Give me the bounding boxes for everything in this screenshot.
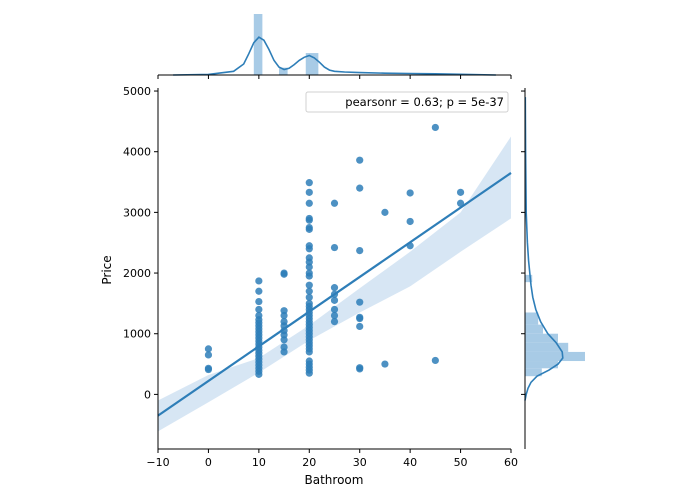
- scatter-point: [381, 360, 389, 368]
- right-histogram-bar: [525, 361, 558, 369]
- scatter-point: [330, 296, 339, 304]
- scatter-point: [305, 225, 313, 233]
- y-tick-label: 0: [144, 388, 151, 401]
- y-tick-label: 1000: [123, 328, 151, 341]
- scatter-point: [305, 287, 313, 295]
- scatter-point: [356, 314, 364, 323]
- confidence-band: [158, 136, 511, 432]
- confidence-band-layer: [158, 136, 511, 432]
- scatter-point: [330, 305, 339, 314]
- right-histogram-bar: [525, 368, 542, 377]
- scatter-point: [305, 348, 313, 356]
- x-tick-label: 50: [454, 456, 468, 469]
- y-tick-label: 3000: [123, 206, 151, 219]
- x-tick-label: −10: [146, 456, 169, 469]
- scatter-point: [305, 245, 313, 253]
- stats-legend-text: pearsonr = 0.63; p = 5e-37: [345, 95, 504, 109]
- scatter-point: [456, 199, 465, 207]
- axes-layer: −10 0 10 20 30 40 50 60 0 1000 2000 3000 4000 5000: [123, 74, 526, 469]
- scatter-point: [305, 199, 313, 207]
- scatter-point: [305, 369, 313, 377]
- scatter-point: [305, 272, 313, 280]
- right-histogram-bar: [525, 312, 539, 325]
- scatter-point: [330, 311, 339, 320]
- x-tick-label: 10: [252, 456, 266, 469]
- scatter-point: [204, 365, 213, 374]
- scatter-points-layer: [204, 123, 465, 378]
- top-kde-curve: [173, 36, 496, 76]
- x-tick-label: 30: [353, 456, 367, 469]
- top-histogram-bar: [279, 67, 288, 75]
- scatter-point: [431, 356, 439, 365]
- scatter-point: [356, 184, 364, 192]
- right-marginal-layer: [524, 97, 585, 401]
- y-tick-label: 2000: [123, 267, 151, 280]
- scatter-point: [431, 123, 439, 132]
- x-axis-label: Bathroom: [305, 473, 364, 487]
- x-tick-label: 40: [403, 456, 417, 469]
- stats-legend-box: [305, 91, 509, 113]
- scatter-point: [406, 189, 414, 197]
- scatter-point: [330, 199, 339, 207]
- right-histogram-bar: [525, 274, 533, 283]
- scatter-point: [305, 263, 313, 271]
- scatter-point: [330, 284, 339, 292]
- scatter-point: [406, 242, 414, 250]
- top-marginal-layer: [173, 14, 496, 76]
- scatter-point: [305, 216, 313, 224]
- scatter-point: [204, 351, 213, 359]
- scatter-point: [255, 370, 263, 378]
- scatter-point: [356, 247, 364, 255]
- x-tick-label: 0: [205, 456, 212, 469]
- scatter-point: [406, 217, 414, 226]
- scatter-point: [330, 243, 339, 252]
- scatter-point: [280, 311, 288, 320]
- y-tick-label: 5000: [123, 85, 151, 98]
- y-tick-label: 4000: [123, 146, 151, 159]
- scatter-point: [305, 188, 313, 196]
- scatter-point: [255, 287, 263, 295]
- scatter-point: [255, 305, 263, 314]
- x-tick-label: 60: [504, 456, 518, 469]
- right-histogram-bar: [525, 324, 543, 334]
- scatter-point: [255, 297, 263, 306]
- scatter-point: [456, 188, 465, 196]
- scatter-point: [280, 336, 288, 344]
- scatter-point: [280, 348, 288, 356]
- scatter-point: [305, 293, 313, 301]
- right-kde-curve: [524, 97, 564, 401]
- scatter-point: [356, 156, 364, 164]
- top-histogram-bar: [253, 14, 263, 75]
- scatter-point: [330, 290, 339, 298]
- y-axis-label: Price: [100, 255, 114, 284]
- scatter-point: [204, 345, 213, 353]
- stats-legend: pearsonr = 0.63; p = 5e-37: [305, 91, 509, 113]
- scatter-point: [356, 298, 364, 306]
- scatter-point: [305, 179, 313, 187]
- x-tick-label: 20: [302, 456, 316, 469]
- right-histogram-bar: [525, 342, 569, 352]
- scatter-point: [255, 277, 263, 285]
- scatter-point: [280, 270, 288, 278]
- scatter-point: [381, 208, 389, 216]
- right-histogram-bar: [525, 333, 558, 343]
- scatter-point: [356, 365, 364, 373]
- right-histogram-bar: [525, 351, 585, 362]
- scatter-point: [356, 322, 364, 331]
- scatter-point: [305, 281, 313, 289]
- scatter-point: [330, 317, 339, 326]
